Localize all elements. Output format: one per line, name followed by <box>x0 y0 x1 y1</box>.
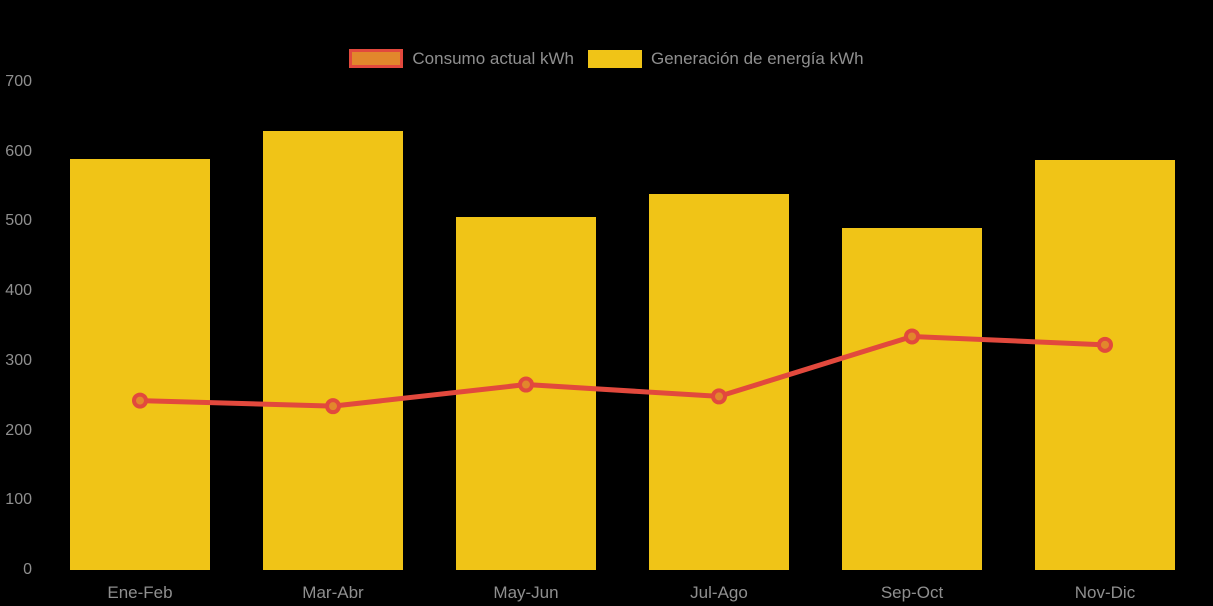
bar <box>1035 160 1175 570</box>
bar <box>842 228 982 570</box>
x-axis-label: Nov-Dic <box>1074 583 1136 602</box>
legend-swatch-consumo <box>349 49 404 68</box>
x-axis-label: Ene-Feb <box>107 583 173 602</box>
legend-swatch-generacion <box>587 49 642 68</box>
y-tick-label: 700 <box>5 73 32 90</box>
legend-label-consumo: Consumo actual kWh <box>412 49 574 68</box>
legend: Consumo actual kWh Generación de energía… <box>0 49 1213 68</box>
y-tick-label: 100 <box>5 491 32 509</box>
legend-item-consumo[interactable]: Consumo actual kWh <box>349 49 574 68</box>
bar <box>263 130 403 570</box>
legend-item-generacion[interactable]: Generación de energía kWh <box>587 49 864 68</box>
y-tick-label: 400 <box>5 282 32 300</box>
y-tick-label: 300 <box>5 351 32 369</box>
legend-label-generacion: Generación de energía kWh <box>650 49 864 68</box>
x-axis-label: May-Jun <box>493 583 559 602</box>
bar <box>649 193 789 570</box>
x-axis-label: Sep-Oct <box>880 583 944 602</box>
y-tick-label: 0 <box>23 561 32 578</box>
x-axis-label: Jul-Ago <box>690 583 748 602</box>
bar <box>70 158 210 570</box>
bar <box>456 216 596 570</box>
y-tick-label: 200 <box>5 421 32 439</box>
y-tick-label: 600 <box>5 142 32 160</box>
y-tick-label: 500 <box>5 212 32 230</box>
x-axis-label: Mar-Abr <box>302 583 364 602</box>
